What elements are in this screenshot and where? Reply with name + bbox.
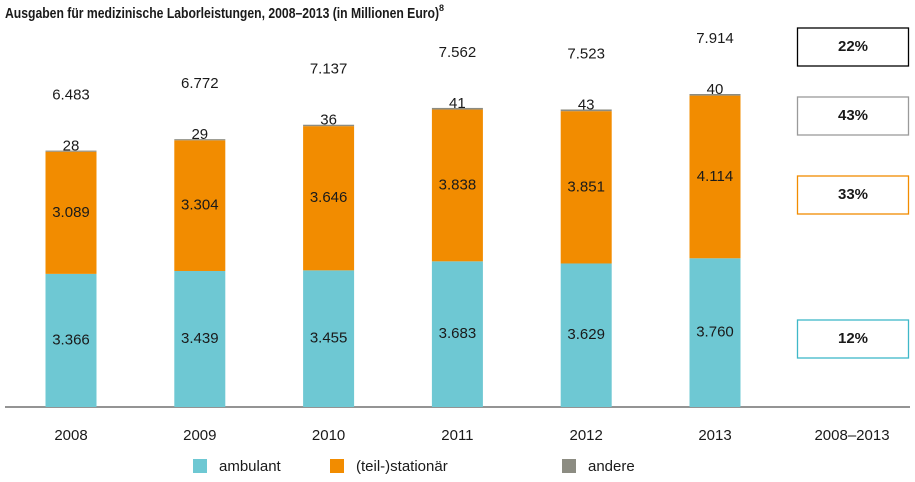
value-label: 41 [449,95,466,112]
bar-segment [303,124,355,127]
value-label: 3.646 [310,189,348,206]
change-label: 43% [838,107,868,124]
bar-segment [174,140,226,271]
bar-segment [45,150,97,152]
legend-label: (teil-)stationär [356,458,448,475]
total-label: 6.483 [52,87,90,104]
bar-segment [303,270,355,407]
value-label: 3.629 [567,326,605,343]
bar-segment [431,261,483,407]
title-text: Ausgaben für medizinische Laborleistunge… [5,5,439,22]
x-tick-label: 2011 [441,427,473,444]
bar-segment [174,270,226,407]
bar-segment [560,109,612,112]
legend-swatch [330,459,344,473]
value-label: 43 [578,96,595,113]
total-label: 6.772 [181,75,219,92]
value-label: 4.114 [697,168,733,185]
bar-segment [303,126,355,271]
value-label: 29 [191,126,208,143]
bar-segment [431,109,483,262]
x-tick-label: 2009 [183,427,216,444]
change-label: 33% [838,186,868,203]
change-label: 22% [838,38,868,55]
value-label: 3.089 [52,204,90,221]
total-label: 7.914 [696,30,734,47]
change-box [796,96,910,136]
bar-segment [560,111,612,264]
value-label: 3.760 [696,324,734,341]
value-label: 3.851 [567,178,605,195]
title-footnote: 8 [439,3,444,13]
value-label: 3.838 [439,176,477,193]
bar-segment [560,263,612,407]
value-label: 3.439 [181,330,219,347]
value-label: 3.683 [439,325,477,342]
change-box [796,319,910,359]
bar-segment [689,94,741,96]
bar-segment [174,139,226,141]
value-label: 3.455 [310,330,348,347]
total-label: 7.562 [439,44,477,61]
legend-label: ambulant [219,458,282,475]
change-box [796,27,910,67]
legend-swatch [562,459,576,473]
bar-segment [45,273,97,407]
bar-segment [45,151,97,274]
value-label: 36 [320,112,337,129]
bar-segment [431,107,483,110]
bar-segment [689,95,741,259]
change-period-label: 2008–2013 [814,427,889,444]
total-label: 7.137 [310,61,348,78]
legend-label: andere [588,458,635,475]
x-tick-label: 2010 [312,427,345,444]
value-label: 3.366 [52,331,90,348]
value-label: 3.304 [181,197,219,214]
value-label: 40 [707,81,724,98]
x-tick-label: 2008 [54,427,87,444]
chart-title: Ausgaben für medizinische Laborleistunge… [5,3,444,22]
x-tick-label: 2012 [570,427,603,444]
total-label: 7.523 [567,45,605,62]
bar-segment [689,258,741,407]
legend-swatch [193,459,207,473]
change-box [796,175,910,215]
x-tick-label: 2013 [698,427,731,444]
change-label: 12% [838,330,868,347]
value-label: 28 [63,138,80,155]
